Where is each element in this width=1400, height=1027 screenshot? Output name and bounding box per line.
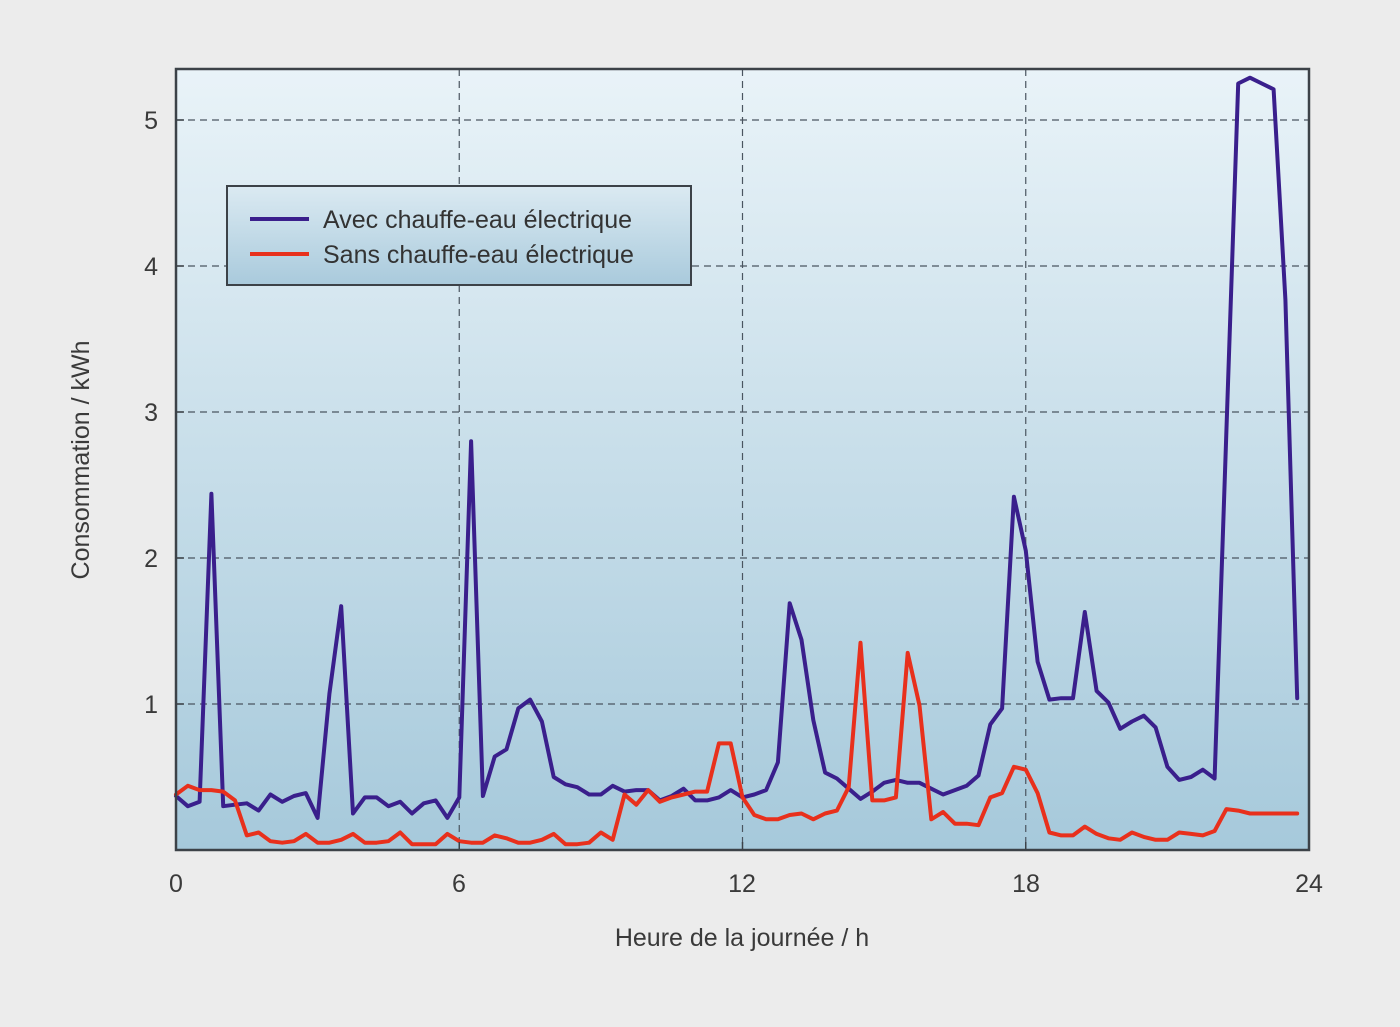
y-tick-labels: 1 2 3 4 5: [144, 107, 158, 719]
y-tick-label: 2: [144, 545, 158, 573]
series-line-avec: [174, 75, 1300, 820]
legend-box: [226, 185, 692, 286]
data-series: [174, 75, 1300, 847]
axis-ticks: [176, 119, 1027, 850]
gridlines: [176, 69, 1309, 850]
y-tick-label: 3: [144, 399, 158, 427]
y-tick-label: 5: [144, 107, 158, 135]
x-tick-label: 0: [169, 870, 183, 898]
y-tick-label: 1: [144, 691, 158, 719]
x-tick-label: 6: [452, 870, 466, 898]
x-tick-labels: 0 6 12 18 24: [169, 870, 1323, 898]
y-tick-label: 4: [144, 253, 158, 281]
x-tick-label: 18: [1012, 870, 1040, 898]
x-tick-label: 24: [1295, 870, 1323, 898]
y-axis-title: Consommation / kWh: [67, 341, 95, 580]
series-line-sans: [174, 640, 1300, 847]
x-axis-title: Heure de la journée / h: [615, 924, 869, 952]
legend-label-sans: Sans chauffe-eau électrique: [323, 241, 634, 269]
legend-label-avec: Avec chauffe-eau électrique: [323, 206, 632, 234]
x-tick-label: 12: [728, 870, 756, 898]
legend: Avec chauffe-eau électrique Sans chauffe…: [226, 185, 692, 286]
